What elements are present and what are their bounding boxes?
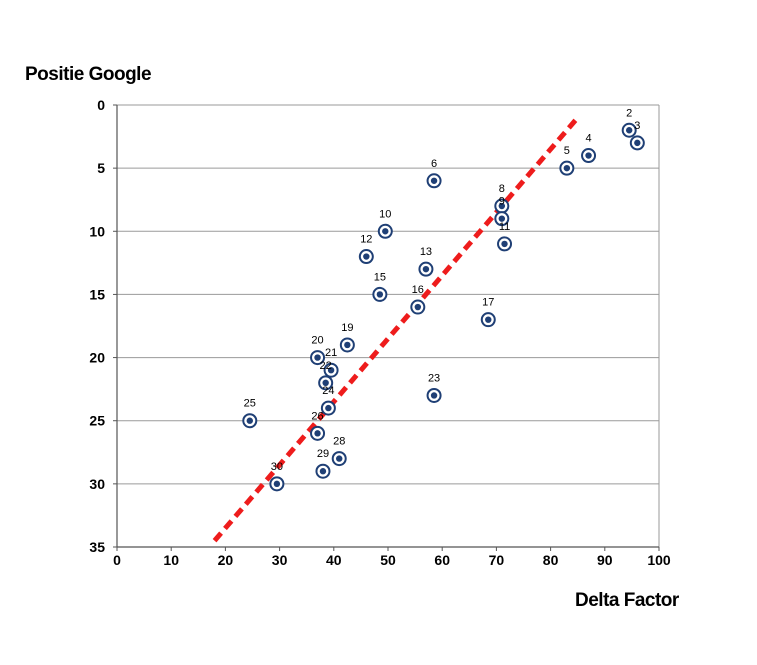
data-point — [319, 468, 327, 475]
data-point — [501, 240, 508, 248]
data-point — [430, 177, 438, 184]
data-point — [314, 430, 321, 437]
data-label: 5 — [564, 145, 570, 157]
data-point — [246, 417, 253, 424]
data-label: 9 — [499, 196, 505, 208]
x-tick-label: 30 — [272, 552, 288, 568]
data-point — [344, 341, 351, 349]
data-label: 3 — [634, 120, 640, 132]
data-point — [585, 152, 592, 159]
data-label: 15 — [374, 271, 386, 283]
trendline — [212, 116, 580, 543]
data-label: 20 — [311, 335, 323, 347]
data-label: 10 — [379, 208, 391, 220]
data-label: 4 — [585, 133, 591, 145]
data-label: 29 — [317, 448, 329, 460]
x-tick-label: 80 — [543, 552, 559, 568]
data-point — [563, 164, 571, 172]
data-label: 11 — [499, 221, 510, 233]
data-point — [327, 367, 335, 374]
data-point — [430, 392, 438, 399]
x-axis-title: Delta Factor — [575, 590, 679, 611]
data-label: 16 — [412, 284, 424, 296]
x-tick-label: 60 — [434, 552, 450, 568]
data-point — [336, 455, 343, 462]
data-point — [485, 316, 492, 323]
y-tick-label: 0 — [97, 97, 105, 113]
x-tick-label: 90 — [597, 552, 613, 568]
data-point — [273, 480, 281, 488]
data-label: 13 — [420, 246, 432, 258]
data-label: 30 — [271, 461, 283, 473]
x-tick-label: 20 — [218, 552, 234, 568]
data-label: 23 — [428, 372, 440, 384]
data-label: 24 — [322, 385, 334, 397]
data-point — [363, 253, 370, 260]
x-tick-label: 70 — [489, 552, 505, 568]
data-point — [314, 354, 321, 361]
data-point — [498, 215, 506, 222]
data-point — [322, 379, 329, 387]
y-tick-label: 20 — [89, 350, 105, 366]
data-point — [382, 228, 389, 235]
data-point — [422, 265, 430, 273]
y-tick-label: 25 — [89, 413, 105, 429]
data-point — [414, 303, 422, 311]
data-label: 26 — [311, 410, 323, 422]
y-tick-label: 10 — [89, 223, 105, 239]
data-point — [625, 127, 633, 134]
data-label: 2 — [626, 107, 632, 119]
data-label: 6 — [431, 158, 437, 170]
x-tick-label: 0 — [113, 552, 121, 568]
y-tick-label: 15 — [89, 286, 105, 302]
x-tick-label: 100 — [647, 552, 671, 568]
data-point — [634, 139, 641, 147]
data-label: 21 — [325, 347, 337, 359]
data-label: 8 — [499, 183, 505, 195]
data-label: 12 — [360, 234, 372, 246]
y-tick-label: 5 — [97, 160, 105, 176]
y-tick-label: 30 — [89, 476, 105, 492]
x-tick-label: 40 — [326, 552, 342, 568]
x-tick-label: 50 — [380, 552, 396, 568]
data-point — [376, 291, 384, 298]
data-point — [325, 404, 332, 412]
data-point — [498, 202, 506, 210]
data-label: 19 — [341, 322, 353, 334]
data-label: 22 — [320, 360, 332, 372]
data-label: 17 — [482, 297, 494, 309]
y-tick-label: 35 — [89, 539, 105, 555]
data-label: 28 — [333, 436, 345, 448]
y-axis-title: Positie Google — [25, 64, 152, 85]
x-tick-label: 10 — [163, 552, 179, 568]
data-label: 25 — [244, 398, 256, 410]
